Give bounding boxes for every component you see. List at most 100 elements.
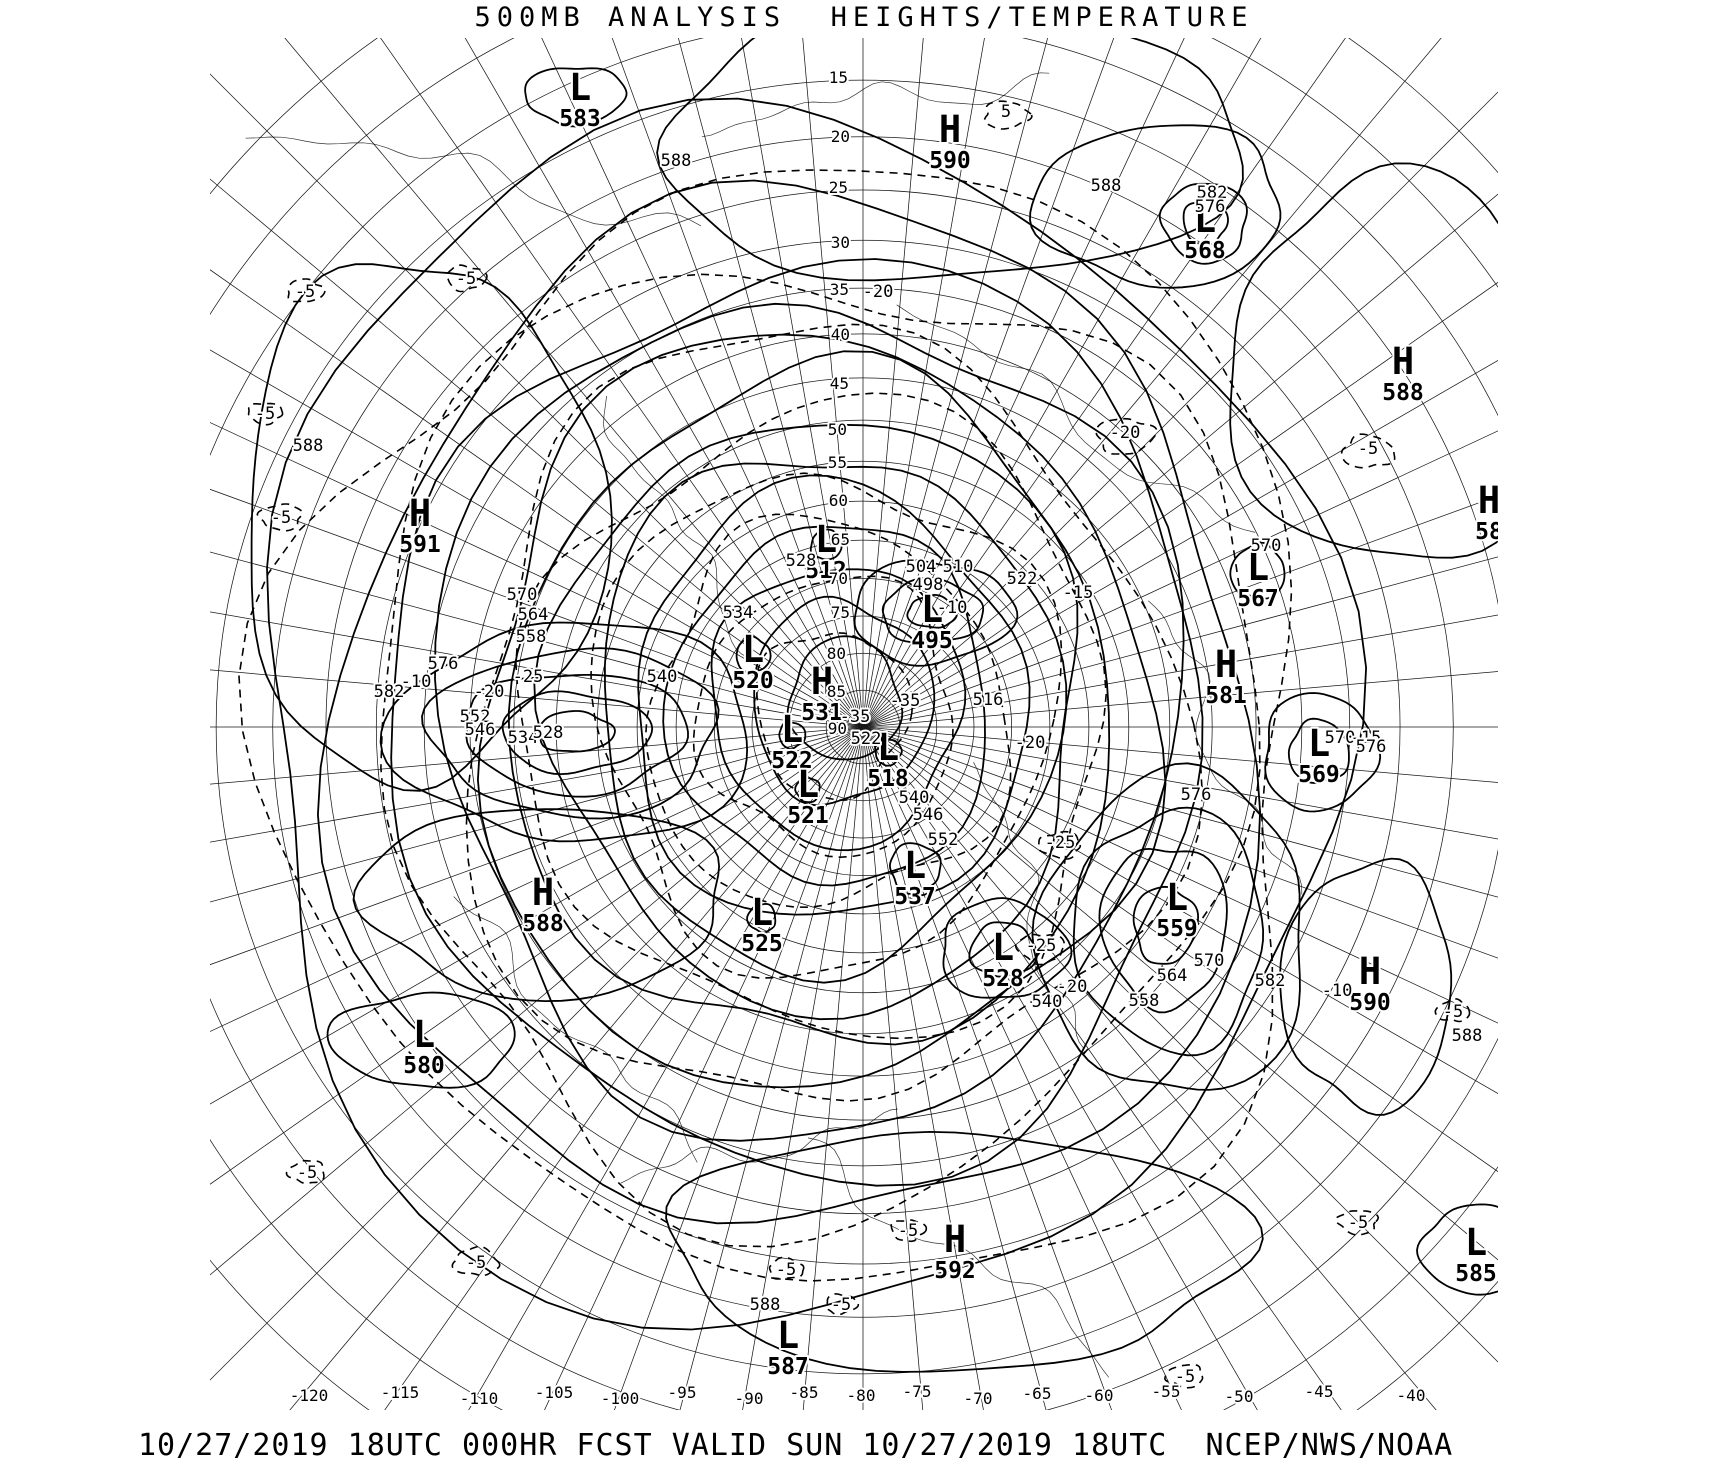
pressure-center-value: 588: [522, 911, 564, 937]
pressure-center-letter-l495: L: [921, 588, 943, 631]
contour-label: 582: [1197, 183, 1228, 203]
contour-label: 588: [661, 151, 692, 171]
pressure-center-value: 581: [1205, 683, 1247, 709]
contour-label: 540: [899, 788, 930, 808]
latitude-label: 35: [830, 280, 849, 299]
latitude-label: 55: [828, 453, 847, 472]
latitude-label: 20: [831, 127, 850, 146]
pressure-center-value: 537: [894, 884, 936, 910]
contour-label: -5: [255, 404, 275, 424]
pressure-center-letter-l587: L: [777, 1314, 799, 1357]
contour-label: 516: [973, 690, 1004, 710]
latitude-label: 50: [828, 420, 847, 439]
pressure-center-letter-l537: L: [904, 844, 926, 887]
longitude-label: -100: [601, 1389, 640, 1408]
contour-label: 504: [906, 557, 937, 577]
contour-label: -5: [776, 1260, 796, 1280]
contour-label: -25: [1045, 833, 1076, 853]
contour-label: 570: [1325, 728, 1356, 748]
latitude-label: 80: [827, 644, 846, 663]
pressure-center-value: 58: [1475, 519, 1503, 545]
pressure-center-value: 588: [1382, 380, 1424, 406]
contour-label: -20: [474, 682, 505, 702]
contour-label: 576: [1181, 785, 1212, 805]
pressure-center-value: 585: [1455, 1261, 1497, 1287]
contour-label: -5: [1348, 1213, 1368, 1233]
latitude-label: 70: [829, 569, 848, 588]
pressure-center-letter-l512: L: [815, 518, 837, 561]
latitude-label: 30: [831, 233, 850, 252]
contour-label: 588: [750, 1295, 781, 1315]
longitude-label: -50: [1225, 1387, 1254, 1406]
contour-label: 534: [508, 728, 539, 748]
pressure-center-letter-l520: L: [742, 628, 764, 671]
pressure-center-letter-l522: L: [781, 708, 803, 751]
longitude-label: -105: [535, 1383, 574, 1402]
contour-label: 564: [1157, 966, 1188, 986]
pressure-center-letter-l559: L: [1166, 876, 1188, 919]
contour-label: -5: [271, 508, 291, 528]
contour-label: -5: [1358, 439, 1378, 459]
longitude-label: -95: [668, 1383, 697, 1402]
contour-label: -35: [890, 691, 921, 711]
contour-label: 564: [518, 605, 549, 625]
pressure-center-letter-h590: H: [939, 108, 961, 151]
contour-label: -20: [1110, 423, 1141, 443]
contour-label: -5: [466, 1253, 486, 1273]
contour-label: 582: [374, 682, 405, 702]
contour-label: 5: [1001, 102, 1011, 122]
contour-label: -5: [898, 1221, 918, 1241]
contour-label: 552: [928, 830, 959, 850]
chart-title: 500MB ANALYSIS HEIGHTS/TEMPERATURE: [474, 2, 1254, 33]
pressure-center-value: 495: [911, 628, 953, 654]
pressure-center-letter-l585: L: [1465, 1221, 1487, 1264]
pressure-center-letter-l521: L: [797, 763, 819, 806]
longitude-label: -115: [381, 1383, 420, 1402]
contour-label: 570: [507, 585, 538, 605]
longitude-label: -75: [903, 1382, 932, 1401]
pressure-center-letter-h58: H: [1478, 479, 1500, 522]
pressure-center-value: 518: [867, 766, 909, 792]
pressure-center-value: 528: [982, 966, 1024, 992]
pressure-center-value: 567: [1237, 586, 1279, 612]
longitude-label: -40: [1397, 1386, 1426, 1405]
contour-label: 558: [516, 627, 547, 647]
longitude-label: -90: [735, 1389, 764, 1408]
pressure-center-value: 559: [1156, 916, 1198, 942]
contour-label: -15: [1351, 728, 1382, 748]
longitude-label: -80: [847, 1386, 876, 1405]
pressure-center-value: 590: [1349, 990, 1391, 1016]
contour-label: -25: [513, 667, 544, 687]
pressure-center-value: 590: [929, 148, 971, 174]
contour-label: 540: [1032, 992, 1063, 1012]
latitude-label: 15: [829, 68, 848, 87]
pressure-center-value: 569: [1298, 762, 1340, 788]
contour-label: -35: [840, 707, 871, 727]
contour-label: 540: [647, 667, 678, 687]
contour-label: -5: [1175, 1367, 1195, 1387]
contour-label: -20: [863, 282, 894, 302]
latitude-label: 40: [831, 325, 850, 344]
pressure-center-letter-h531: H: [811, 660, 833, 703]
contour-label: 582: [1255, 971, 1286, 991]
contour-label: 588: [293, 436, 324, 456]
latitude-label: 90: [828, 719, 847, 738]
longitude-label: -85: [790, 1383, 819, 1402]
contour-label: 576: [1195, 197, 1226, 217]
pressure-center-value: 592: [934, 1258, 976, 1284]
pressure-center-letter-h588: H: [1392, 340, 1414, 383]
contour-label: 588: [1091, 176, 1122, 196]
contour-label: -25: [1026, 936, 1057, 956]
longitude-label: -55: [1152, 1382, 1181, 1401]
contour-label: 570: [1251, 536, 1282, 556]
pressure-center-letter-l518: L: [877, 726, 899, 769]
contour-label: 570: [1194, 951, 1225, 971]
pressure-center-value: 522: [771, 748, 813, 774]
contour-label: -5: [456, 269, 476, 289]
contour-label: 528: [786, 551, 817, 571]
contour-label: 552: [460, 707, 491, 727]
pressure-center-value: 568: [1184, 238, 1226, 264]
